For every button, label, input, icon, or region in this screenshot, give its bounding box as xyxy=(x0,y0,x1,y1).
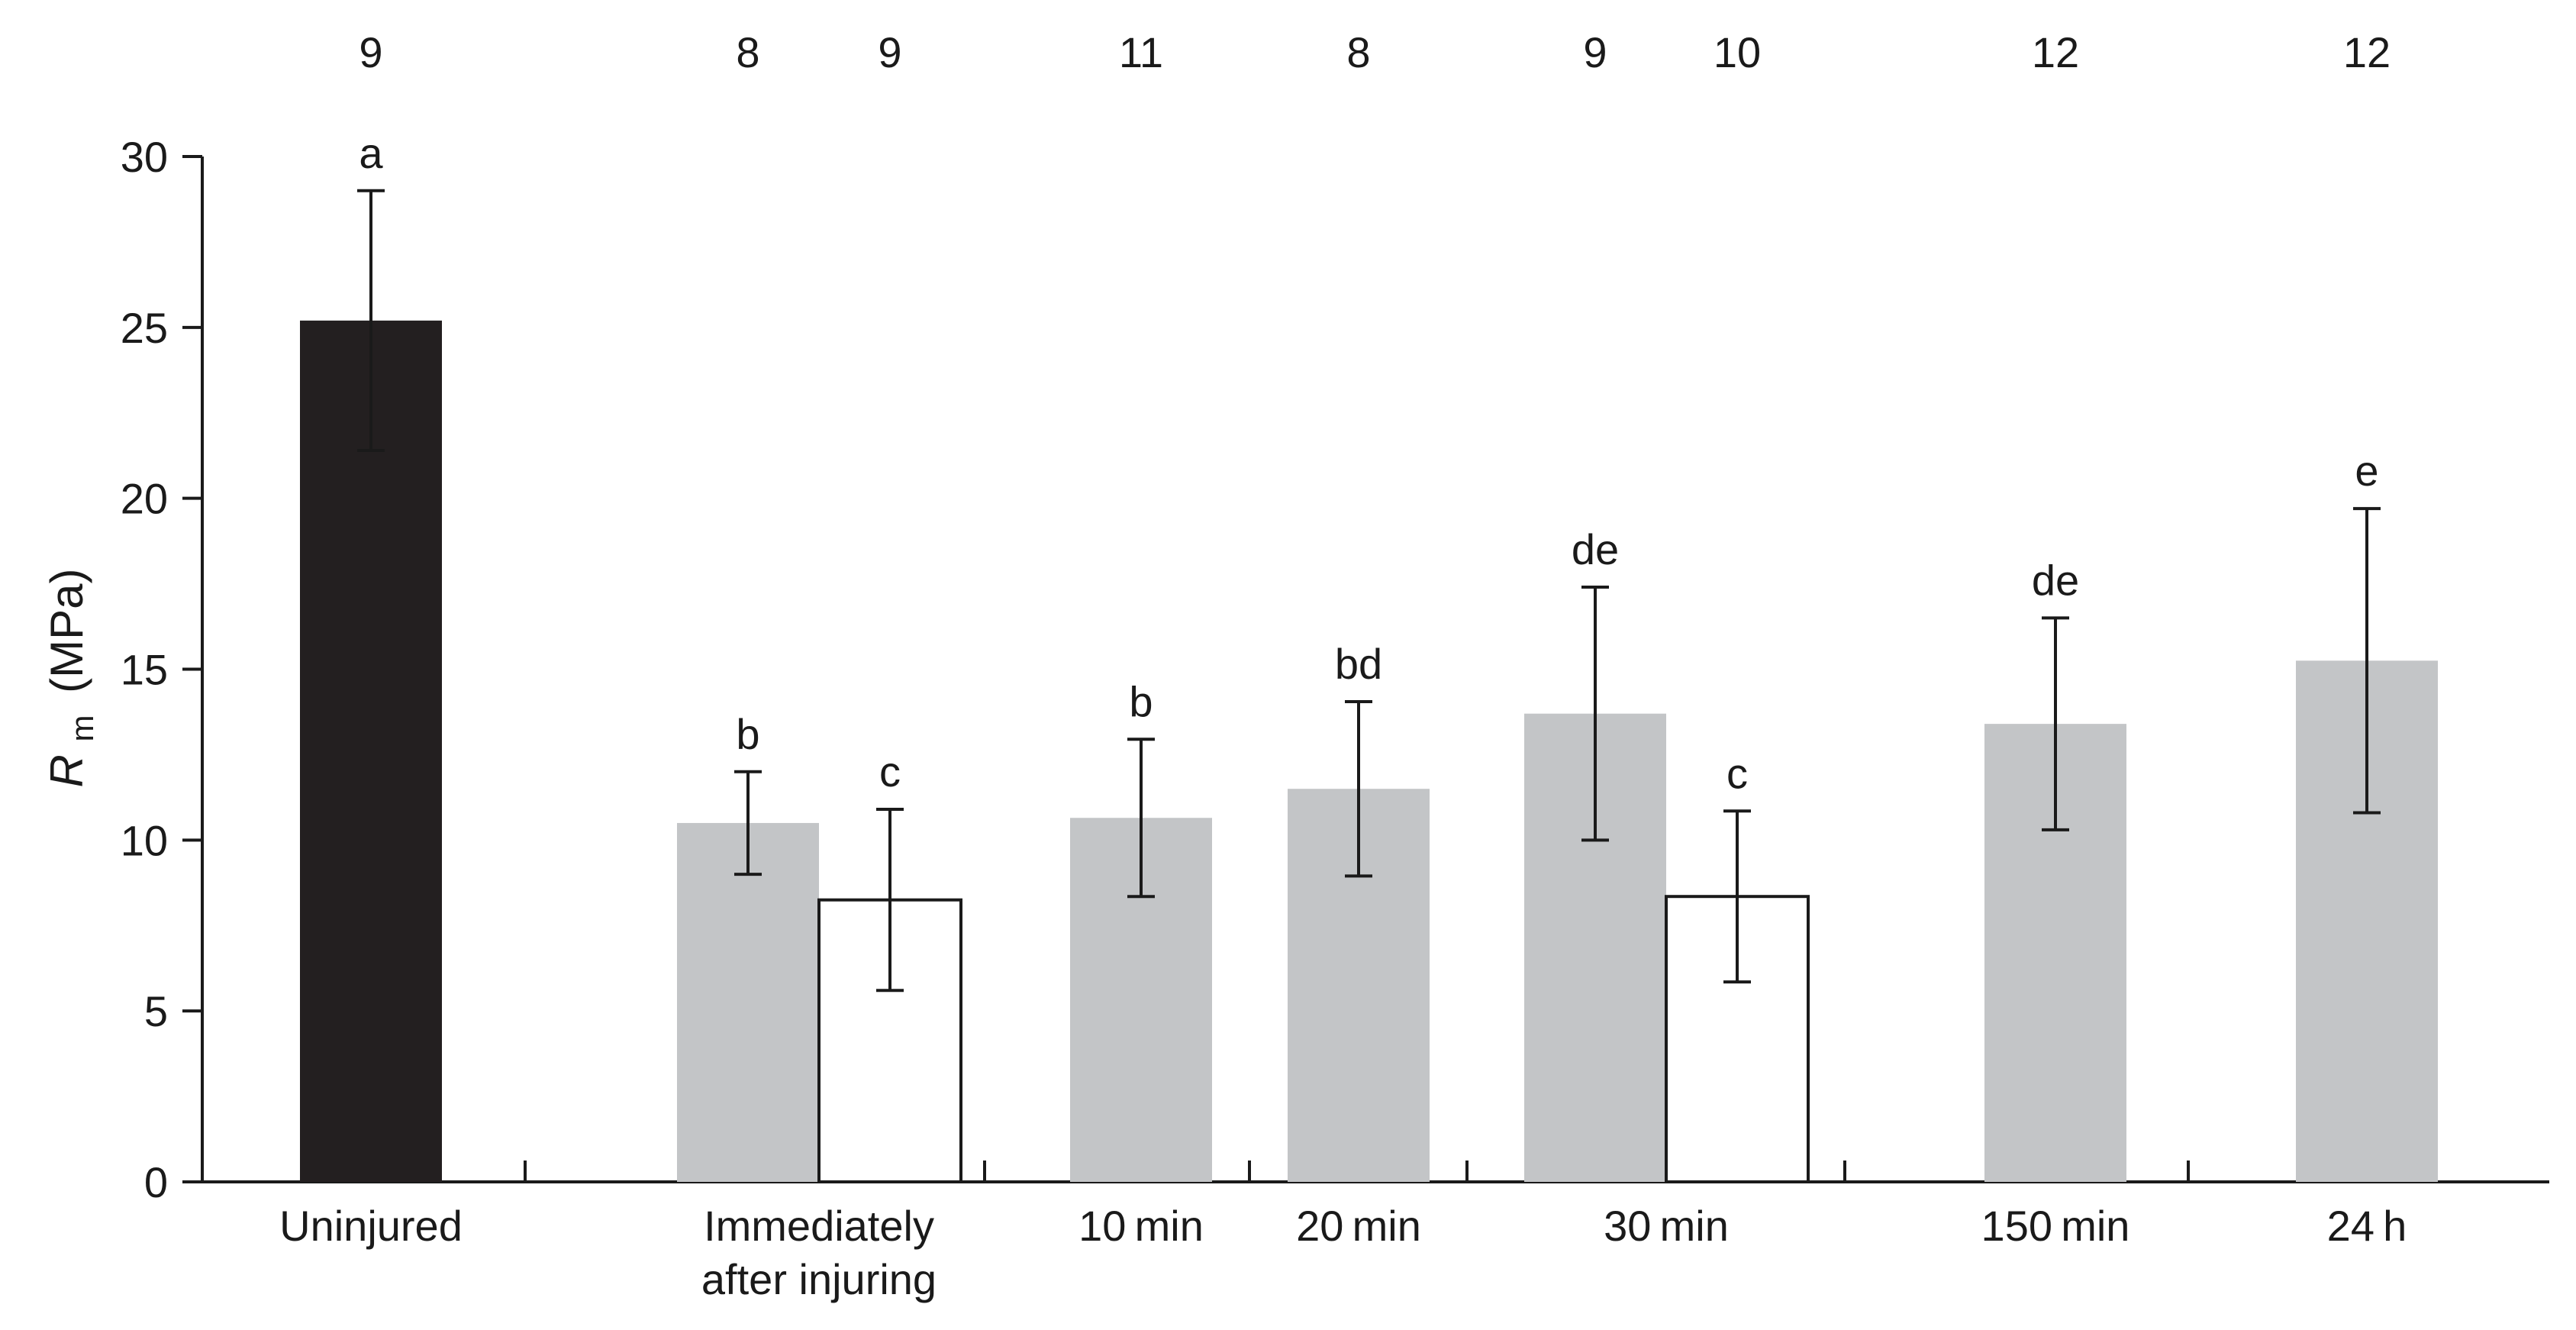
sample-size-label: 12 xyxy=(2032,28,2079,76)
significance-letter: c xyxy=(1726,749,1748,797)
sample-size-label: 10 xyxy=(1714,28,1761,76)
y-tick-label: 5 xyxy=(144,987,168,1035)
sample-size-label: 9 xyxy=(878,28,901,76)
significance-letter: a xyxy=(359,129,383,177)
significance-letter: c xyxy=(879,747,901,796)
bars xyxy=(300,320,2438,1184)
y-axis-label-subscript: m xyxy=(64,715,100,742)
x-axis: Uninjured Immediately after injuring 10 min… xyxy=(202,1161,2549,1303)
error-bars xyxy=(357,189,2381,993)
bar xyxy=(677,822,819,1182)
significance-letter: de xyxy=(1572,525,1619,573)
y-tick-label: 20 xyxy=(121,475,168,523)
x-category-label: Immediately xyxy=(704,1202,934,1250)
y-axis-label: R m (MPa) xyxy=(41,568,103,787)
sample-size-label: 9 xyxy=(359,28,382,76)
y-tick-label: 0 xyxy=(144,1158,168,1206)
y-tick-label: 30 xyxy=(121,133,168,181)
y-axis-label-units: (MPa) xyxy=(41,568,92,692)
x-category-label: 20 min xyxy=(1296,1202,1421,1250)
y-tick-label: 25 xyxy=(121,304,168,352)
sample-size-label: 8 xyxy=(1346,28,1370,76)
x-category-label: after injuring xyxy=(701,1255,937,1303)
x-category-label: 150 min xyxy=(1981,1202,2130,1250)
sample-size-label: 12 xyxy=(2343,28,2391,76)
y-axis: 0 5 10 15 20 25 30 xyxy=(121,133,204,1206)
significance-letter: b xyxy=(1129,677,1153,725)
y-tick-label: 15 xyxy=(121,646,168,694)
bar xyxy=(300,320,442,1182)
sample-size-label: 8 xyxy=(736,28,759,76)
significance-letter: b xyxy=(736,710,759,758)
y-tick-label: 10 xyxy=(121,816,168,864)
y-axis-label-symbol: R xyxy=(41,754,92,787)
significance-letter: bd xyxy=(1335,640,1382,688)
significance-letter: e xyxy=(2355,447,2378,495)
significance-letter: de xyxy=(2032,556,2079,604)
x-category-label: 24 h xyxy=(2327,1202,2407,1250)
sample-size-label: 11 xyxy=(1119,28,1163,76)
annotations: a 9 b 8 c 9 b 11 bd 8 de 9 c 10 de 12 e 12 xyxy=(359,28,2391,797)
x-category-label: Uninjured xyxy=(279,1202,463,1250)
sample-size-label: 9 xyxy=(1583,28,1607,76)
x-category-label: 30 min xyxy=(1604,1202,1729,1250)
x-category-label: 10 min xyxy=(1078,1202,1204,1250)
